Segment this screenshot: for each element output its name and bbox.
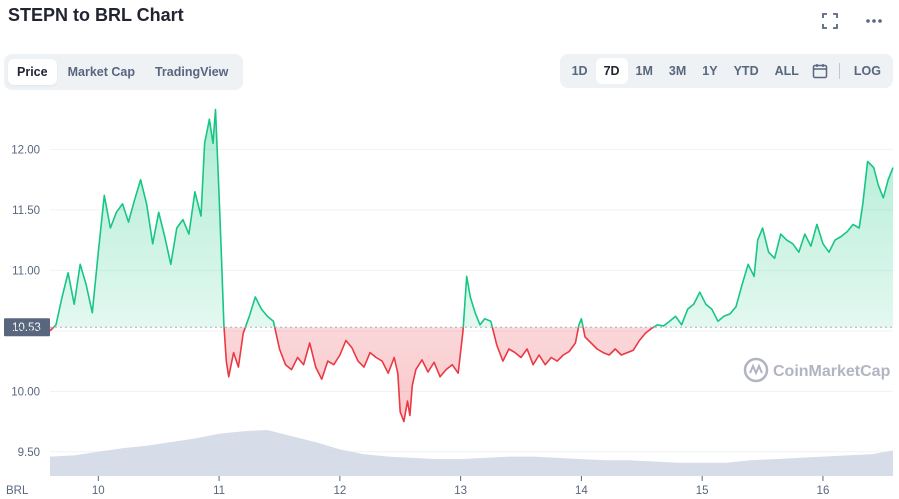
y-tick-label-2: 10.50 — [11, 326, 40, 338]
y-tick-label-3: 11.00 — [12, 265, 40, 277]
baseline-label-bg — [4, 318, 50, 337]
y-tick-label-5: 12.00 — [11, 144, 40, 156]
range-7d[interactable]: 7D — [595, 58, 628, 84]
range-divider — [838, 63, 840, 79]
tab-market-cap[interactable]: Market Cap — [67, 65, 135, 79]
x-axis-ticks: BRL 10 11 12 13 14 15 16 — [6, 476, 829, 497]
price-line-down — [49, 327, 656, 423]
x-tick-label-0: 10 — [92, 485, 105, 497]
x-tick-label-3: 13 — [454, 485, 467, 497]
log-scale-toggle[interactable]: LOG — [853, 64, 881, 78]
chart-title: STEPN to BRL Chart — [8, 5, 184, 25]
y-axis-ticks: 9.50 10.00 10.50 11.00 11.50 12.00 — [11, 144, 40, 458]
currency-label: BRL — [6, 485, 29, 497]
y-tick-label-1: 10.00 — [11, 386, 40, 398]
x-tick-label-4: 14 — [575, 485, 588, 497]
chart-type-tabs: Price Market Cap TradingView — [4, 54, 244, 90]
range-ytd[interactable]: YTD — [733, 64, 759, 78]
range-1d[interactable]: 1D — [571, 64, 588, 78]
coinmarketcap-logo-icon — [743, 357, 769, 383]
tab-tradingview[interactable]: TradingView — [154, 65, 229, 79]
x-tick-label-2: 12 — [333, 485, 346, 497]
chart-toolbar — [819, 10, 885, 32]
x-tick-label-6: 16 — [817, 485, 830, 497]
x-tick-label-5: 15 — [696, 485, 709, 497]
baseline-label: 10.53 — [12, 322, 41, 334]
volume-area-shape — [50, 430, 893, 476]
calendar-icon[interactable] — [807, 60, 833, 82]
price-area — [50, 109, 893, 422]
more-horizontal-icon[interactable] — [863, 10, 885, 32]
range-1m[interactable]: 1M — [635, 64, 653, 78]
watermark-text: CoinMarketCap — [773, 363, 891, 380]
range-all[interactable]: ALL — [774, 64, 799, 78]
volume-area — [50, 430, 893, 476]
price-line — [49, 108, 894, 423]
baseline: 10.53 — [4, 318, 893, 337]
x-tick-label-1: 11 — [213, 485, 225, 497]
y-tick-label-0: 9.50 — [18, 447, 40, 459]
price-line-up — [52, 108, 894, 328]
time-range-selector: 1D 7D 1M 3M 1Y YTD ALL LOG — [559, 54, 893, 88]
grid-lines — [50, 148, 893, 453]
fullscreen-icon[interactable] — [819, 10, 841, 32]
area-above-baseline — [53, 109, 893, 328]
watermark: CoinMarketCap — [743, 357, 891, 383]
tab-price[interactable]: Price — [8, 59, 57, 85]
range-3m[interactable]: 3M — [668, 64, 687, 78]
y-tick-label-4: 11.50 — [12, 205, 40, 217]
range-1y[interactable]: 1Y — [702, 64, 718, 78]
